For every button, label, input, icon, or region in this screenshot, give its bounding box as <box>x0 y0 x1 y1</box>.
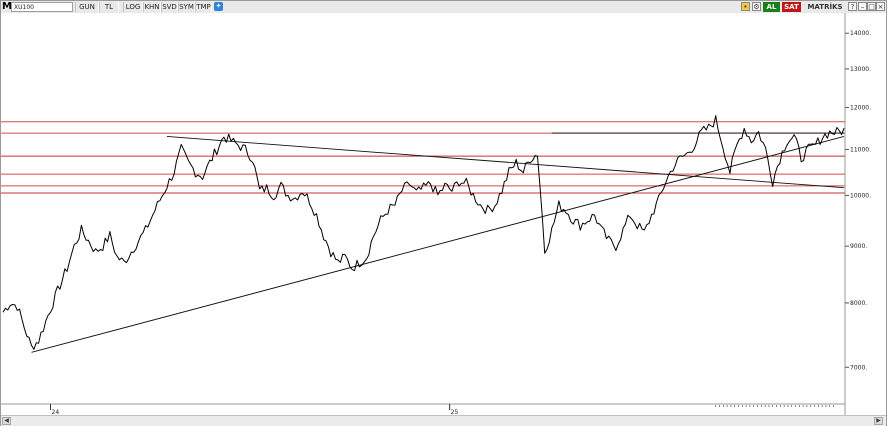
trendline-1 <box>166 136 845 189</box>
close-icon[interactable]: × <box>876 2 885 11</box>
y-tick-label-0: 7000. <box>850 364 867 371</box>
y-tick-label-2: 9000. <box>850 243 867 250</box>
log-scale-button[interactable]: LOG <box>123 2 143 12</box>
y-tick-label-3: 10000. <box>850 192 871 199</box>
settings-icon[interactable]: ⚙ <box>752 2 761 11</box>
price-line <box>2 115 845 350</box>
khn-button[interactable]: KHN <box>143 2 161 12</box>
x-tick-label-1: 25 <box>451 409 459 415</box>
minimize-icon[interactable]: – <box>858 2 867 11</box>
maximize-icon[interactable]: □ <box>867 2 876 11</box>
scroll-right-icon[interactable]: ▶ <box>874 417 883 425</box>
chart-toolbar: M XU100 GUN TL LOG KHN SVD SYM TMP ✦ • ⚙… <box>1 1 886 14</box>
sell-button[interactable]: SAT <box>782 2 801 12</box>
brand-label: MATRİKS <box>807 3 843 11</box>
y-tick-label-6: 13000. <box>850 66 871 73</box>
y-tick-label-7: 14000. <box>850 30 871 37</box>
twitter-icon[interactable]: ✦ <box>214 2 223 11</box>
svd-button[interactable]: SVD <box>161 2 178 12</box>
trendline-0 <box>31 136 845 353</box>
buy-button[interactable]: AL <box>763 2 780 12</box>
info-icon[interactable]: ? <box>848 2 857 11</box>
sym-button[interactable]: SYM <box>178 2 195 12</box>
period-button[interactable]: GUN <box>75 2 99 12</box>
lock-icon[interactable]: • <box>741 2 750 11</box>
y-tick-label-4: 11000. <box>850 146 871 153</box>
y-tick-label-1: 8000. <box>850 300 867 307</box>
horizontal-scrollbar[interactable]: ◀ ▶ <box>1 415 886 426</box>
x-tick-label-0: 24 <box>52 409 60 415</box>
y-axis-ticks: 7000. 8000. 9000. 10000. 11000. 12000. 13000. 1… <box>845 30 871 371</box>
currency-button[interactable]: TL <box>99 2 119 12</box>
scroll-left-icon[interactable]: ◀ <box>2 417 11 425</box>
tmp-button[interactable]: TMP <box>195 2 212 12</box>
chart-background <box>1 13 886 415</box>
y-tick-label-5: 12000. <box>850 105 871 112</box>
x-axis-ticks: 24 25 <box>50 404 834 415</box>
symbol-input[interactable]: XU100 <box>11 2 73 12</box>
price-chart[interactable]: 7000. 8000. 9000. 10000. 11000. 12000. 13000. 1… <box>1 13 886 415</box>
trendlines <box>31 132 845 353</box>
matriks-logo: M <box>2 1 12 12</box>
price-series <box>2 115 845 350</box>
